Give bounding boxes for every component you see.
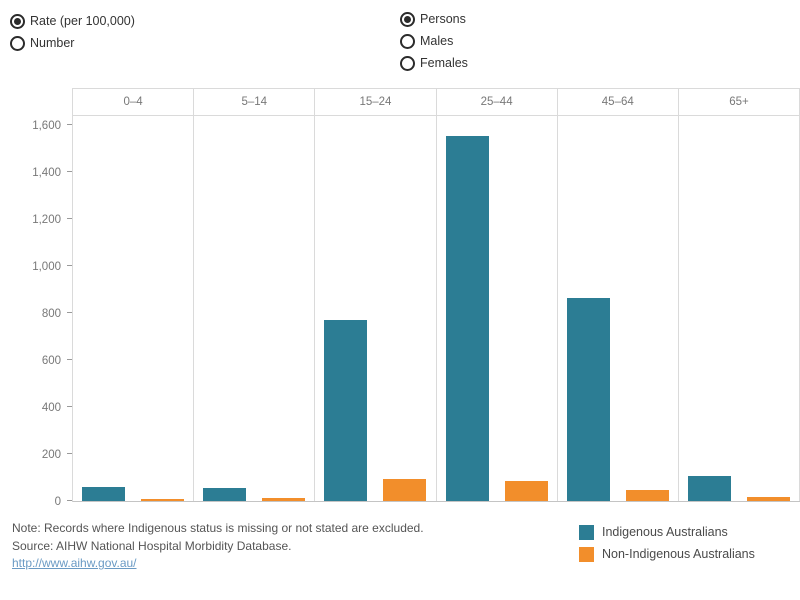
bar-indigenous-2[interactable]: [203, 488, 247, 501]
legend-item-non-indigenous[interactable]: Non-Indigenous Australians: [579, 543, 755, 565]
age-column-6: [679, 116, 800, 501]
bar-indigenous-6[interactable]: [687, 476, 731, 501]
bar-indigenous-3[interactable]: [324, 320, 368, 501]
radio-option-sex-0[interactable]: Persons: [400, 8, 468, 30]
bar-indigenous-1[interactable]: [82, 487, 126, 501]
bar-indigenous-5[interactable]: [566, 298, 610, 501]
radio-option-measure-1[interactable]: Number: [10, 32, 135, 54]
y-tick-label: 1,600: [32, 120, 61, 132]
sex-radio-group: Persons Males Females: [400, 8, 468, 74]
age-column-3: [315, 116, 437, 501]
y-tick-label: 800: [41, 308, 61, 320]
radio-icon[interactable]: [400, 55, 415, 71]
y-tick-mark: [67, 359, 72, 360]
bar-indigenous-4[interactable]: [445, 136, 489, 501]
column-header-6: 65+: [679, 89, 800, 115]
age-column-4: [437, 116, 558, 501]
source-line: Source: AIHW National Hospital Morbidity…: [12, 538, 292, 553]
bar-non-indigenous-5[interactable]: [625, 490, 669, 501]
y-tick-label: 400: [41, 402, 61, 414]
y-tick-mark: [67, 312, 72, 313]
radio-option-measure-0[interactable]: Rate (per 100,000): [10, 10, 135, 32]
legend: Indigenous Australians Non-Indigenous Aus…: [579, 521, 755, 565]
legend-item-indigenous[interactable]: Indigenous Australians: [579, 521, 755, 543]
note-line: Note: Records where Indigenous status is…: [12, 521, 424, 535]
measure-radio-group: Rate (per 100,000) Number: [10, 10, 135, 54]
y-tick-label: 600: [41, 355, 61, 367]
radio-label: Number: [30, 36, 75, 50]
y-tick-label: 0: [54, 496, 61, 508]
radio-icon[interactable]: [10, 35, 25, 51]
age-column-5: [558, 116, 679, 501]
radio-option-sex-1[interactable]: Males: [400, 30, 468, 52]
radio-label: Females: [420, 56, 468, 70]
legend-label: Non-Indigenous Australians: [602, 547, 755, 561]
y-tick-label: 1,000: [32, 261, 61, 273]
radio-icon[interactable]: [10, 13, 25, 29]
radio-label: Rate (per 100,000): [30, 14, 135, 28]
bar-chart: 0–4 5–14 15–24 25–44 45–64 65+ 0 200 400 600 800 1…: [0, 88, 800, 508]
radio-icon[interactable]: [400, 11, 415, 27]
age-column-1: [73, 116, 195, 501]
radio-label: Persons: [420, 12, 466, 26]
bar-non-indigenous-4[interactable]: [504, 481, 548, 501]
footer-note: Note: Records where Indigenous status is…: [12, 520, 424, 573]
y-axis: 0 200 400 600 800 1,000 1,200 1,400 1,600: [0, 116, 72, 508]
plot-area: [72, 116, 800, 502]
age-column-2: [194, 116, 316, 501]
radio-icon[interactable]: [400, 33, 415, 49]
column-header-3: 15–24: [315, 89, 437, 115]
y-tick-mark: [67, 218, 72, 219]
bar-non-indigenous-6[interactable]: [746, 497, 790, 501]
legend-swatch-icon: [579, 546, 594, 562]
legend-label: Indigenous Australians: [602, 525, 728, 539]
y-tick-mark: [67, 124, 72, 125]
bar-non-indigenous-3[interactable]: [383, 479, 427, 501]
y-tick-mark: [67, 265, 72, 266]
y-tick-mark: [67, 406, 72, 407]
column-header-4: 25–44: [437, 89, 558, 115]
column-header-5: 45–64: [558, 89, 679, 115]
y-tick-label: 200: [41, 449, 61, 461]
legend-swatch-icon: [579, 524, 594, 540]
radio-label: Males: [420, 34, 454, 48]
column-header-2: 5–14: [194, 89, 316, 115]
y-tick-mark: [67, 171, 72, 172]
age-group-header-row: 0–4 5–14 15–24 25–44 45–64 65+: [72, 88, 800, 116]
y-tick-label: 1,200: [32, 214, 61, 226]
y-tick-label: 1,400: [32, 167, 61, 179]
radio-option-sex-2[interactable]: Females: [400, 52, 468, 74]
y-tick-mark: [67, 500, 72, 501]
bar-non-indigenous-1[interactable]: [141, 499, 185, 501]
column-header-1: 0–4: [73, 89, 195, 115]
y-tick-mark: [67, 453, 72, 454]
bar-non-indigenous-2[interactable]: [262, 498, 306, 501]
source-link[interactable]: http://www.aihw.gov.au/: [12, 556, 137, 570]
